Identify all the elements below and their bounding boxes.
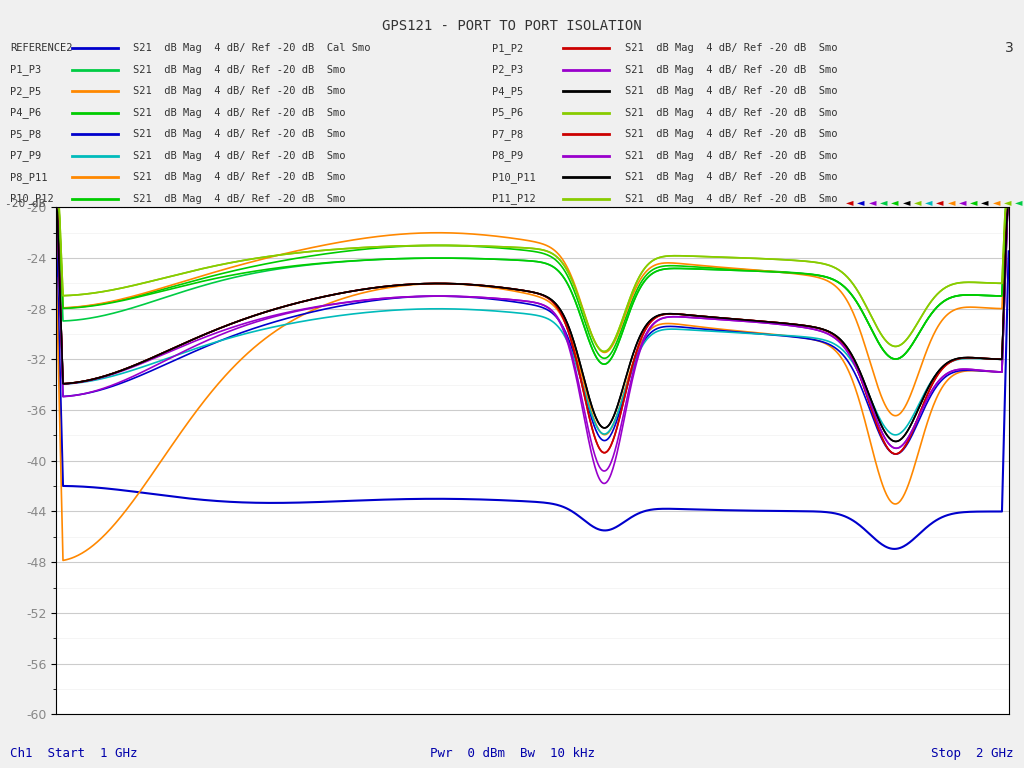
Text: S21  dB Mag  4 dB/ Ref -20 dB  Smo: S21 dB Mag 4 dB/ Ref -20 dB Smo xyxy=(133,194,346,204)
Text: ◄: ◄ xyxy=(1004,197,1012,207)
Text: Ch1  Start  1 GHz: Ch1 Start 1 GHz xyxy=(10,747,138,760)
Text: S21  dB Mag  4 dB/ Ref -20 dB  Smo: S21 dB Mag 4 dB/ Ref -20 dB Smo xyxy=(133,108,346,118)
Text: S21  dB Mag  4 dB/ Ref -20 dB  Smo: S21 dB Mag 4 dB/ Ref -20 dB Smo xyxy=(625,129,838,140)
Text: P1_P2: P1_P2 xyxy=(492,43,523,54)
Text: ◄: ◄ xyxy=(857,197,865,207)
Text: ◄: ◄ xyxy=(880,197,888,207)
Text: S21  dB Mag  4 dB/ Ref -20 dB  Smo: S21 dB Mag 4 dB/ Ref -20 dB Smo xyxy=(133,172,346,183)
Text: Stop  2 GHz: Stop 2 GHz xyxy=(931,747,1014,760)
Text: ◄: ◄ xyxy=(970,197,978,207)
Text: ◄: ◄ xyxy=(846,197,854,207)
Text: P8_P11: P8_P11 xyxy=(10,172,48,183)
Text: 3: 3 xyxy=(1005,41,1014,55)
Text: -20 dB: -20 dB xyxy=(5,198,46,209)
Text: S21  dB Mag  4 dB/ Ref -20 dB  Smo: S21 dB Mag 4 dB/ Ref -20 dB Smo xyxy=(133,65,346,75)
Text: ◄: ◄ xyxy=(1015,197,1023,207)
Text: Pwr  0 dBm  Bw  10 kHz: Pwr 0 dBm Bw 10 kHz xyxy=(429,747,595,760)
Text: GPS121 - PORT TO PORT ISOLATION: GPS121 - PORT TO PORT ISOLATION xyxy=(382,19,642,33)
Text: ◄: ◄ xyxy=(947,197,955,207)
Text: S21  dB Mag  4 dB/ Ref -20 dB  Smo: S21 dB Mag 4 dB/ Ref -20 dB Smo xyxy=(625,65,838,75)
Text: P2_P5: P2_P5 xyxy=(10,86,42,97)
Text: P10_P12: P10_P12 xyxy=(10,194,54,204)
Text: ◄: ◄ xyxy=(868,197,877,207)
Text: ◄: ◄ xyxy=(902,197,910,207)
Text: S21  dB Mag  4 dB/ Ref -20 dB  Smo: S21 dB Mag 4 dB/ Ref -20 dB Smo xyxy=(625,172,838,183)
Text: S21  dB Mag  4 dB/ Ref -20 dB  Smo: S21 dB Mag 4 dB/ Ref -20 dB Smo xyxy=(625,108,838,118)
Text: S21  dB Mag  4 dB/ Ref -20 dB  Smo: S21 dB Mag 4 dB/ Ref -20 dB Smo xyxy=(625,86,838,97)
Text: P5_P6: P5_P6 xyxy=(492,108,523,118)
Text: S21  dB Mag  4 dB/ Ref -20 dB  Smo: S21 dB Mag 4 dB/ Ref -20 dB Smo xyxy=(133,129,346,140)
Text: ◄: ◄ xyxy=(992,197,1000,207)
Text: P4_P6: P4_P6 xyxy=(10,108,42,118)
Text: S21  dB Mag  4 dB/ Ref -20 dB  Smo: S21 dB Mag 4 dB/ Ref -20 dB Smo xyxy=(133,86,346,97)
Text: P7_P9: P7_P9 xyxy=(10,151,42,161)
Text: P5_P8: P5_P8 xyxy=(10,129,42,140)
Text: ◄: ◄ xyxy=(958,197,967,207)
Text: ◄: ◄ xyxy=(891,197,899,207)
Text: P7_P8: P7_P8 xyxy=(492,129,523,140)
Text: P1_P3: P1_P3 xyxy=(10,65,42,75)
Text: S21  dB Mag  4 dB/ Ref -20 dB  Cal Smo: S21 dB Mag 4 dB/ Ref -20 dB Cal Smo xyxy=(133,43,371,54)
Text: S21  dB Mag  4 dB/ Ref -20 dB  Smo: S21 dB Mag 4 dB/ Ref -20 dB Smo xyxy=(133,151,346,161)
Text: P11_P12: P11_P12 xyxy=(492,194,536,204)
Text: P8_P9: P8_P9 xyxy=(492,151,523,161)
Text: P4_P5: P4_P5 xyxy=(492,86,523,97)
Text: ◄: ◄ xyxy=(913,197,922,207)
Text: P10_P11: P10_P11 xyxy=(492,172,536,183)
Text: S21  dB Mag  4 dB/ Ref -20 dB  Smo: S21 dB Mag 4 dB/ Ref -20 dB Smo xyxy=(625,194,838,204)
Text: ◄: ◄ xyxy=(925,197,933,207)
Text: ◄: ◄ xyxy=(936,197,944,207)
Text: P2_P3: P2_P3 xyxy=(492,65,523,75)
Text: S21  dB Mag  4 dB/ Ref -20 dB  Smo: S21 dB Mag 4 dB/ Ref -20 dB Smo xyxy=(625,151,838,161)
Text: ◄: ◄ xyxy=(981,197,989,207)
Text: S21  dB Mag  4 dB/ Ref -20 dB  Smo: S21 dB Mag 4 dB/ Ref -20 dB Smo xyxy=(625,43,838,54)
Text: REFERENCE2: REFERENCE2 xyxy=(10,43,73,54)
